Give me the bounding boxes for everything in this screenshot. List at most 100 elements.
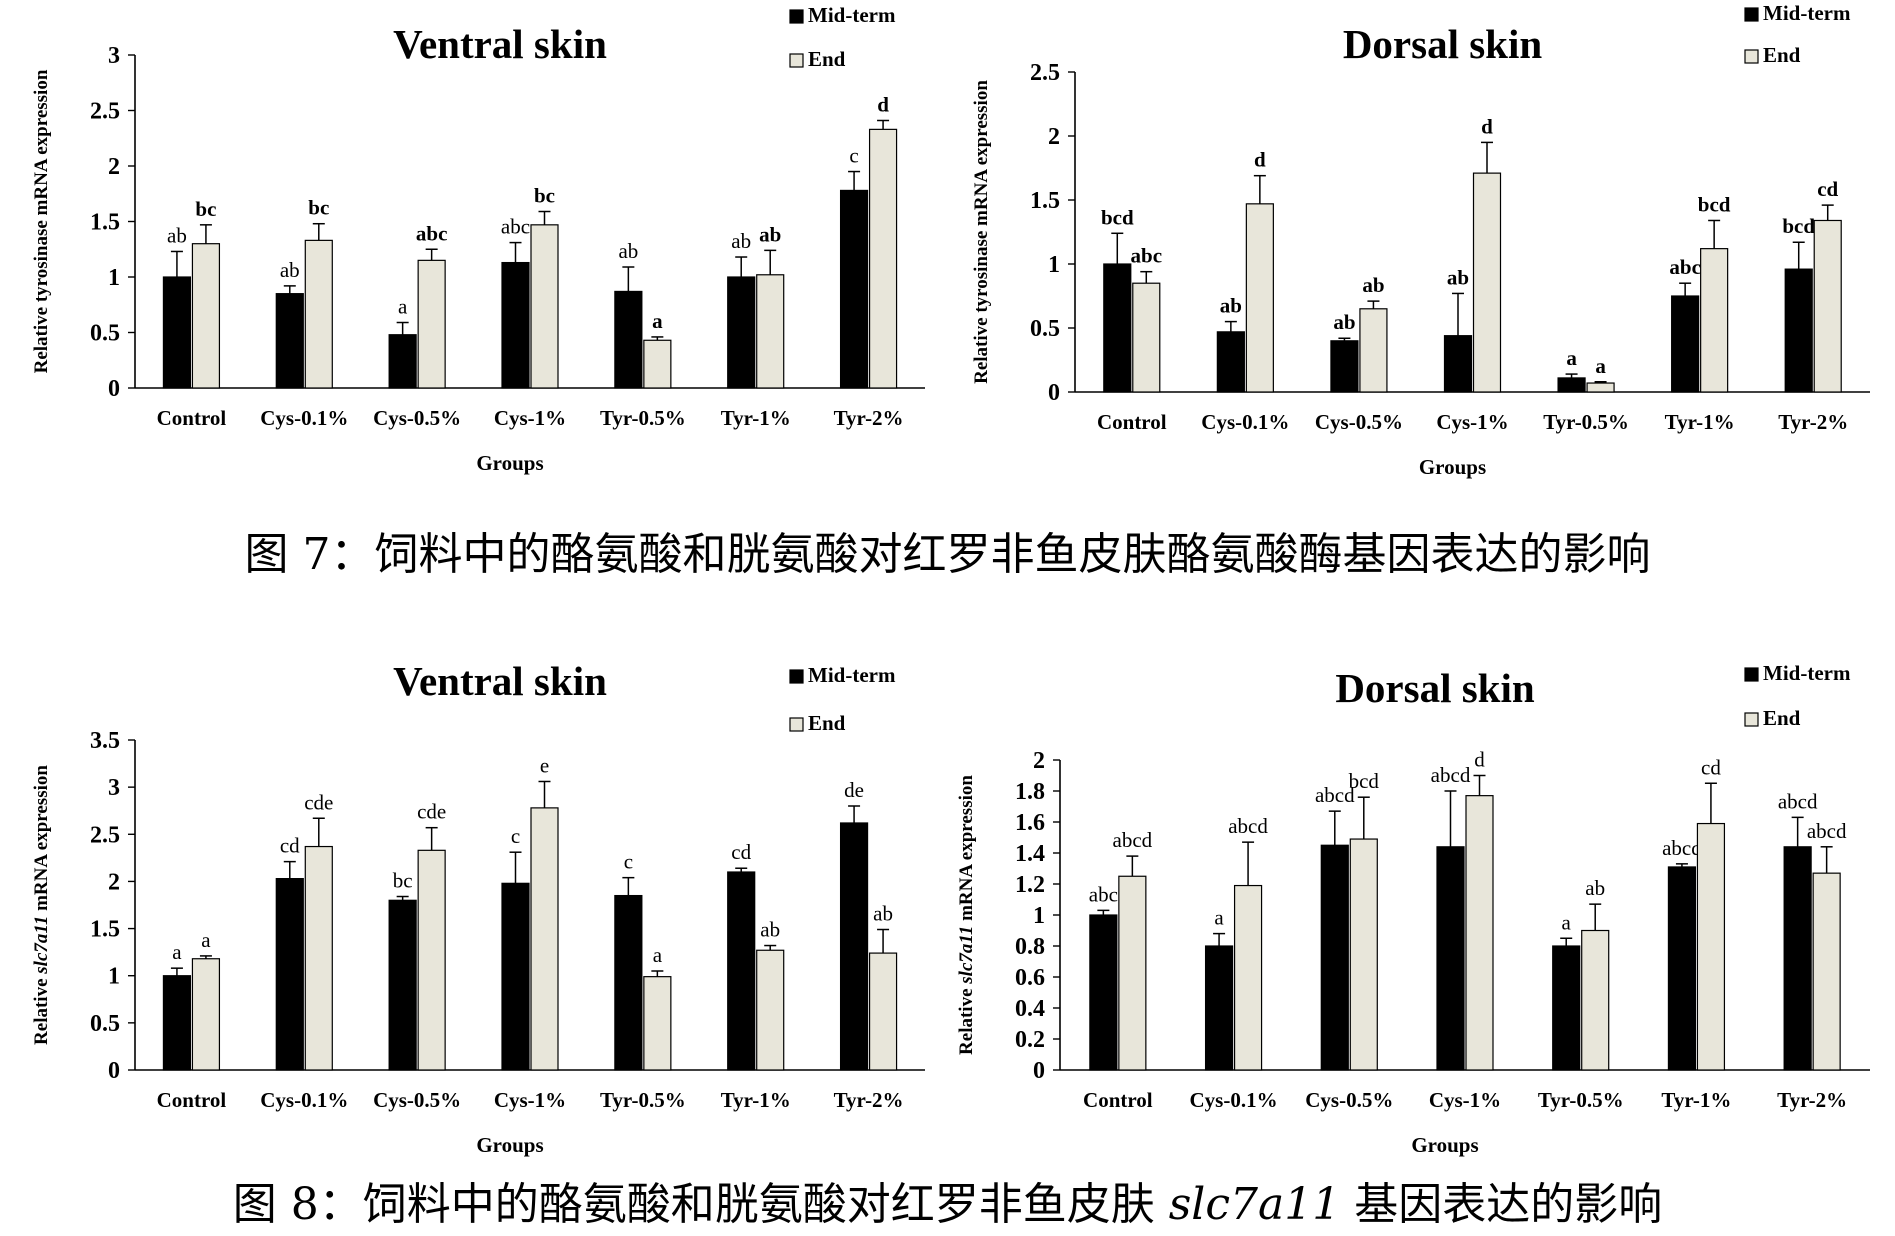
y-tick-label: 3 bbox=[108, 43, 120, 69]
significance-letter: abcd bbox=[1228, 814, 1268, 838]
x-tick-label: Tyr-0.5% bbox=[600, 406, 686, 430]
bar-midterm bbox=[1671, 295, 1700, 393]
significance-letter: bc bbox=[534, 184, 555, 208]
significance-letter: abc bbox=[1669, 255, 1701, 279]
y-tick-label: 3.5 bbox=[90, 728, 120, 754]
y-tick-label: 0.5 bbox=[90, 1011, 120, 1037]
significance-letter: ab bbox=[760, 918, 780, 942]
y-axis-label: Relative slc7a11 mRNA expression bbox=[31, 765, 52, 1045]
x-tick-label: Control bbox=[1097, 410, 1167, 434]
legend-label: End bbox=[1763, 43, 1801, 67]
bar-end bbox=[1132, 282, 1161, 393]
x-tick-label: Cys-1% bbox=[1436, 410, 1508, 434]
bar-midterm bbox=[1783, 846, 1812, 1071]
bar-end bbox=[530, 807, 559, 1071]
bar-end bbox=[1118, 875, 1147, 1071]
bar-midterm bbox=[1103, 263, 1132, 393]
bar-midterm bbox=[839, 189, 869, 389]
y-tick-label: 1.6 bbox=[1015, 810, 1045, 836]
y-tick-label: 0.4 bbox=[1015, 996, 1045, 1022]
chart-title: Dorsal skin bbox=[1343, 21, 1543, 67]
bar-end bbox=[1696, 822, 1726, 1071]
significance-letter: ab bbox=[1333, 310, 1355, 334]
bar-midterm bbox=[1436, 846, 1465, 1071]
bar-midterm bbox=[501, 882, 530, 1071]
bar-end bbox=[1359, 308, 1388, 393]
significance-letter: ab bbox=[1220, 294, 1242, 318]
significance-letter: cde bbox=[417, 800, 446, 824]
significance-letter: bc bbox=[195, 197, 216, 221]
bar-end bbox=[868, 952, 898, 1071]
y-axis-label-part: Relative tyrosinase mRNA expression bbox=[971, 80, 992, 384]
significance-letter: d bbox=[1254, 148, 1266, 172]
bar-end bbox=[756, 274, 785, 389]
x-tick-label: Tyr-0.5% bbox=[600, 1088, 686, 1112]
y-axis-label-part: slc7a11 bbox=[31, 916, 52, 975]
significance-letter: ab bbox=[618, 239, 638, 263]
significance-letter: cde bbox=[304, 790, 333, 814]
bar-end bbox=[868, 128, 898, 389]
y-tick-label: 1.4 bbox=[1015, 841, 1045, 867]
significance-letter: abcd bbox=[1662, 836, 1702, 860]
x-tick-label: Control bbox=[157, 1088, 227, 1112]
bar-midterm bbox=[275, 293, 304, 389]
bar-end bbox=[304, 239, 333, 389]
significance-letter: abcd bbox=[1431, 763, 1471, 787]
y-tick-label: 2.5 bbox=[90, 822, 120, 848]
bar-end bbox=[417, 259, 446, 389]
x-tick-label: Cys-0.5% bbox=[1315, 410, 1403, 434]
y-tick-label: 1 bbox=[1033, 903, 1045, 929]
legend-label: Mid-term bbox=[808, 3, 896, 27]
x-tick-label: Cys-1% bbox=[494, 1088, 566, 1112]
y-tick-label: 2.5 bbox=[90, 99, 120, 125]
significance-letter: ab bbox=[167, 223, 187, 247]
significance-letter: cd bbox=[1701, 755, 1721, 779]
y-axis-label-part: mRNA expression bbox=[31, 765, 52, 916]
y-tick-label: 0 bbox=[108, 1058, 120, 1084]
bar-midterm bbox=[1552, 945, 1581, 1071]
legend-label: End bbox=[808, 711, 846, 735]
bar-midterm bbox=[614, 894, 643, 1071]
significance-letter: c bbox=[849, 144, 858, 168]
x-tick-label: Cys-0.1% bbox=[1201, 410, 1289, 434]
x-tick-label: Cys-0.5% bbox=[1305, 1088, 1393, 1112]
legend-swatch bbox=[789, 53, 804, 68]
bar-end bbox=[1581, 929, 1610, 1071]
x-axis-label: Groups bbox=[476, 451, 543, 475]
bar-midterm bbox=[501, 261, 530, 389]
legend-label: Mid-term bbox=[1763, 661, 1851, 685]
y-tick-label: 1 bbox=[1048, 252, 1060, 278]
caption-text: 基因表达的影响 bbox=[1340, 1179, 1663, 1230]
figure-7-caption: 图 7：饲料中的酪氨酸和胱氨酸对红罗非鱼皮肤酪氨酸酶基因表达的影响 bbox=[244, 529, 1651, 580]
y-axis-label-part: Relative bbox=[31, 974, 52, 1045]
x-tick-label: Cys-1% bbox=[494, 406, 566, 430]
chart-fig8-dorsal: Dorsal skin Mid-term End 0 0.2 0.4 0.6 0.8 1 1.2 1… bbox=[955, 635, 1895, 1160]
x-tick-label: Cys-0.1% bbox=[260, 1088, 348, 1112]
bar-end bbox=[530, 224, 559, 389]
significance-letter: cd bbox=[731, 840, 751, 864]
significance-letter: abc bbox=[1089, 882, 1118, 906]
chart-svg: Dorsal skin Mid-term End 0 0.2 0.4 0.6 0.8 1 1.2 1… bbox=[956, 661, 1870, 1157]
bar-end bbox=[1233, 884, 1263, 1071]
y-tick-label: 0.5 bbox=[90, 321, 120, 347]
y-tick-label: 0.5 bbox=[1030, 316, 1060, 342]
significance-letter: bcd bbox=[1782, 214, 1815, 238]
figure-8-caption: 图 8：饲料中的酪氨酸和胱氨酸对红罗非鱼皮肤 slc7a11 基因表达的影响 bbox=[0, 1168, 1895, 1232]
significance-letter: a bbox=[398, 295, 408, 319]
bar-end bbox=[1586, 382, 1615, 393]
x-tick-label: Tyr-1% bbox=[1661, 1088, 1731, 1112]
bar-end bbox=[756, 949, 785, 1071]
y-tick-label: 1.8 bbox=[1015, 779, 1045, 805]
chart-fig7-dorsal: Dorsal skin Mid-term End 0 0.5 1 1.5 2 2.5 Relati… bbox=[955, 0, 1895, 500]
y-tick-label: 0.8 bbox=[1015, 934, 1045, 960]
bar-midterm bbox=[1784, 268, 1813, 393]
chart-svg: Ventral skin Mid-term End 0 0.5 1 1.5 2 2.5 3 Rela… bbox=[31, 3, 925, 475]
significance-letter: ab bbox=[1585, 876, 1605, 900]
y-axis-label: Relative tyrosinase mRNA expression bbox=[31, 69, 52, 373]
y-tick-label: 1.5 bbox=[90, 210, 120, 236]
significance-letter: bcd bbox=[1349, 769, 1380, 793]
significance-letter: ab bbox=[873, 902, 893, 926]
x-tick-label: Tyr-1% bbox=[1665, 410, 1735, 434]
significance-letter: a bbox=[653, 943, 663, 967]
significance-letter: abc bbox=[416, 221, 448, 245]
